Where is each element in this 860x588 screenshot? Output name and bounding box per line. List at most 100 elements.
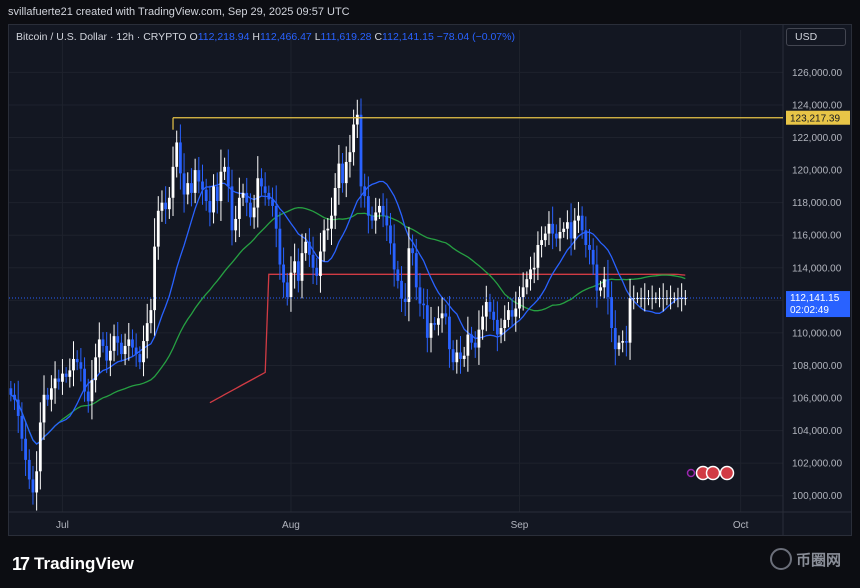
candle-body [392, 243, 396, 270]
price-tick-label: 108,000.00 [792, 361, 842, 372]
candle-body [422, 303, 426, 306]
candle-body [429, 323, 433, 338]
price-tick-label: 122,000.00 [792, 133, 842, 144]
candle-body [186, 183, 190, 195]
candle-body [499, 328, 503, 335]
candle-body [352, 124, 356, 153]
candle-body [215, 186, 219, 202]
change-value: −78.04 (−0.07%) [436, 31, 515, 43]
close-label: C [374, 31, 383, 43]
candle-body [24, 438, 27, 460]
candle-body [540, 240, 543, 245]
time-tick-label: Jul [56, 520, 69, 531]
candle-body [193, 170, 197, 193]
candle-body [448, 316, 451, 350]
candle-body [510, 310, 514, 317]
price-tick-label: 106,000.00 [792, 394, 842, 405]
candle-body [20, 415, 24, 439]
candle-body [639, 298, 643, 300]
candle-body [285, 282, 289, 298]
price-tick-label: 118,000.00 [792, 198, 842, 209]
candle-body [547, 223, 551, 234]
candle-body [573, 220, 577, 239]
candle-body [525, 279, 529, 288]
candle-body [241, 192, 245, 198]
candle-body [300, 253, 304, 281]
candle-body [131, 339, 134, 348]
candle-body [414, 253, 418, 288]
candle-body [403, 298, 407, 302]
candle-body [197, 170, 201, 182]
candle-body [433, 323, 437, 325]
candle-body [344, 161, 348, 184]
time-tick-label: Aug [282, 520, 300, 531]
candle-body [289, 272, 293, 298]
candle-body [61, 373, 64, 382]
candle-body [584, 230, 588, 245]
candle-body [212, 186, 215, 213]
candle-body [153, 246, 156, 311]
candle-body [156, 210, 160, 247]
candle-body [9, 388, 13, 395]
price-tick-label: 102,000.00 [792, 459, 842, 470]
candle-body [138, 354, 142, 363]
candle-body [610, 297, 614, 329]
candle-body [366, 196, 370, 216]
candle-body [558, 231, 562, 239]
chart-frame [8, 24, 852, 536]
candle-body [595, 264, 599, 291]
watermark-text: 币圈网 [796, 551, 842, 569]
candle-body [411, 248, 414, 254]
tradingview-logo-icon: 17 [12, 553, 30, 574]
candle-body [385, 215, 389, 226]
candle-body [234, 218, 238, 231]
candle-body [53, 378, 57, 389]
candle-body [38, 422, 42, 472]
candle-body [378, 205, 381, 213]
candle-body [425, 305, 429, 338]
candle-body [72, 358, 75, 371]
symbol-title[interactable]: Bitcoin / U.S. Dollar · 12h · CRYPTO [16, 31, 187, 43]
candle-body [569, 222, 573, 239]
candle-body [363, 186, 367, 197]
open-label: O [189, 31, 198, 43]
candle-body [359, 114, 363, 187]
resistance-price-tag-label: 123,217.39 [790, 114, 840, 125]
candle-body [518, 297, 521, 309]
candle-body [112, 336, 116, 351]
candle-body [650, 298, 654, 300]
candle-body [647, 298, 650, 300]
candle-body [470, 334, 473, 343]
candle-body [451, 349, 455, 363]
candle-body [613, 328, 617, 350]
candle-body [628, 298, 632, 343]
candle-body [182, 173, 186, 195]
candle-body [473, 342, 477, 348]
candle-body [252, 207, 256, 218]
candle-body [322, 230, 326, 252]
candle-body [621, 341, 625, 343]
candle-body [120, 342, 123, 355]
currency-selector[interactable]: USD [786, 28, 846, 46]
candle-body [529, 269, 532, 280]
candle-body [278, 228, 282, 265]
candle-body [208, 201, 212, 213]
candle-body [167, 197, 171, 210]
candle-body [484, 301, 488, 317]
candle-body [551, 223, 555, 234]
candle-body [46, 394, 50, 400]
candle-body [521, 287, 525, 298]
candle-body [263, 186, 267, 193]
candle-body [624, 341, 628, 343]
candle-body [588, 244, 591, 250]
price-tick-label: 104,000.00 [792, 426, 842, 437]
candle-body [643, 298, 647, 300]
candle-body [389, 225, 392, 244]
green-moving-average-line [10, 206, 686, 445]
resistance-price-tag [786, 110, 850, 125]
candle-body [661, 298, 665, 300]
candle-body [204, 189, 208, 202]
candle-body [123, 345, 127, 355]
candle-body [507, 310, 510, 320]
